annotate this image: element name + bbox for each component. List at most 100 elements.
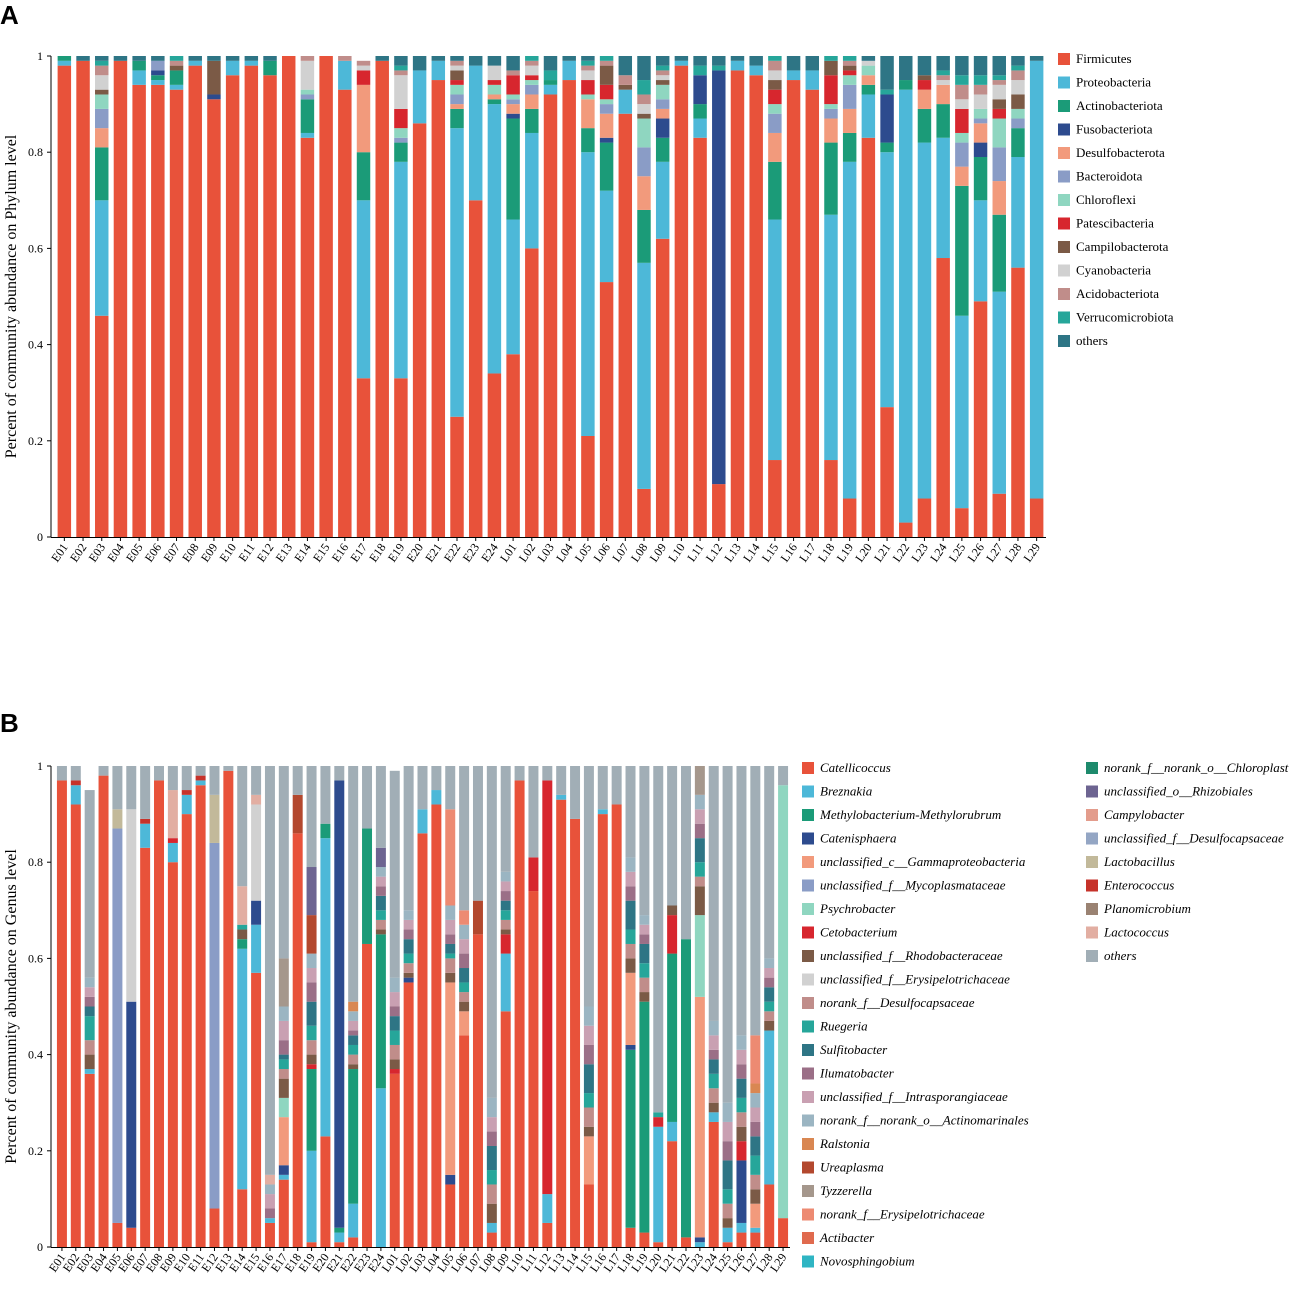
legend-item: Planomicrobium [1086,901,1191,916]
x-tick-label: E20 [404,541,427,565]
legend-label: Ureaplasma [820,1160,884,1175]
bar-segment [543,94,558,537]
bar-segment [320,1136,331,1247]
legend-item: Cyanobacteria [1058,263,1151,278]
x-tick-label: E15 [310,541,333,565]
bar-column [750,766,761,1247]
bar-segment [637,147,651,177]
bar-segment [842,84,857,109]
bar-segment [151,60,165,71]
legend-label: norank_f__Desulfocapsaceae [820,995,975,1010]
bar-segment [84,790,95,978]
legend-swatch [1086,856,1098,868]
legend-swatch [802,1232,814,1244]
bar-segment [181,814,192,1247]
bar-segment [992,56,1006,76]
bar-segment [750,1232,761,1247]
bar-segment [712,70,726,485]
legend-item: norank_f__norank_o__Actinomarinales [802,1113,1029,1128]
bar-segment [750,1174,761,1190]
bar-segment [861,75,876,85]
bar-segment [459,924,470,940]
bar-segment [736,1064,747,1079]
bar-segment [389,1030,400,1045]
bar-segment [694,862,705,877]
bar-segment [955,142,969,167]
bar-segment [581,70,595,81]
bar-segment [98,766,109,776]
bar-column [764,766,775,1247]
bar-segment [599,282,614,537]
bar-segment [1011,128,1025,158]
bar-segment [1011,267,1025,537]
x-tick-label: E13 [273,541,296,565]
bar-segment [300,56,315,61]
bar-segment [207,99,221,537]
bar-segment [264,1222,275,1247]
x-tick-label: E18 [366,541,389,565]
bar-segment [861,65,876,76]
bar-segment [917,80,932,90]
bar-segment [824,108,838,119]
bar-column [487,56,502,537]
bar-column [225,56,240,538]
bar-segment [625,958,636,973]
bar-segment [445,1174,456,1185]
bar-column [736,766,747,1247]
legend-item: Enterococcus [1086,878,1174,893]
bar-column [450,56,464,537]
bar-column [1029,56,1044,537]
bar-column [459,766,470,1247]
bar-segment [528,891,539,1247]
bar-segment [84,1016,95,1041]
bar-segment [749,56,763,66]
bar-column [348,766,359,1247]
legend-label: Campylobacter [1104,807,1185,822]
bar-column [169,56,184,538]
bar-segment [132,70,146,85]
bar-segment [472,766,483,901]
bar-segment [955,166,969,186]
bar-segment [306,953,317,969]
legend-label: Cyanobacteria [1076,263,1151,278]
bar-segment [459,1001,470,1012]
bar-segment [151,75,165,81]
bar-segment [362,766,373,829]
legend-label: Sulfitobacter [820,1042,888,1057]
x-tick-label: L07 [609,541,632,565]
bar-segment [70,785,81,805]
bar-column [362,766,373,1247]
bar-segment [583,1044,594,1065]
bar-column [899,56,913,537]
bar-segment [764,1020,775,1031]
bar-segment [459,953,470,969]
legend-label: Ruegeria [819,1019,868,1034]
bar-column [84,790,95,1247]
bar-segment [403,929,414,940]
bar-segment [188,60,202,66]
bar-segment [375,1088,386,1247]
bar-segment [348,766,359,1002]
bar-segment [95,94,109,109]
bar-segment [506,99,520,105]
x-tick-label: L27 [983,541,1006,565]
legend-label: Verrucomicrobiota [1076,310,1174,325]
bar-segment [237,886,248,925]
bar-segment [207,56,221,61]
bar-segment [750,1189,761,1204]
bar-segment [1011,108,1025,119]
bar-column [319,56,333,537]
bar-segment [450,65,464,71]
bar-segment [417,833,428,1247]
legend-item: unclassified_o__Rhizobiales [1086,784,1253,799]
bar-segment [722,1242,733,1247]
bar-segment [375,895,386,911]
bar-column [95,56,109,537]
bar-segment [936,80,950,85]
bar-segment [486,1203,497,1223]
bar-segment [251,972,262,1247]
bar-segment [412,123,427,537]
bar-segment [824,118,838,143]
bar-segment [955,315,969,509]
bar-segment [487,373,502,537]
